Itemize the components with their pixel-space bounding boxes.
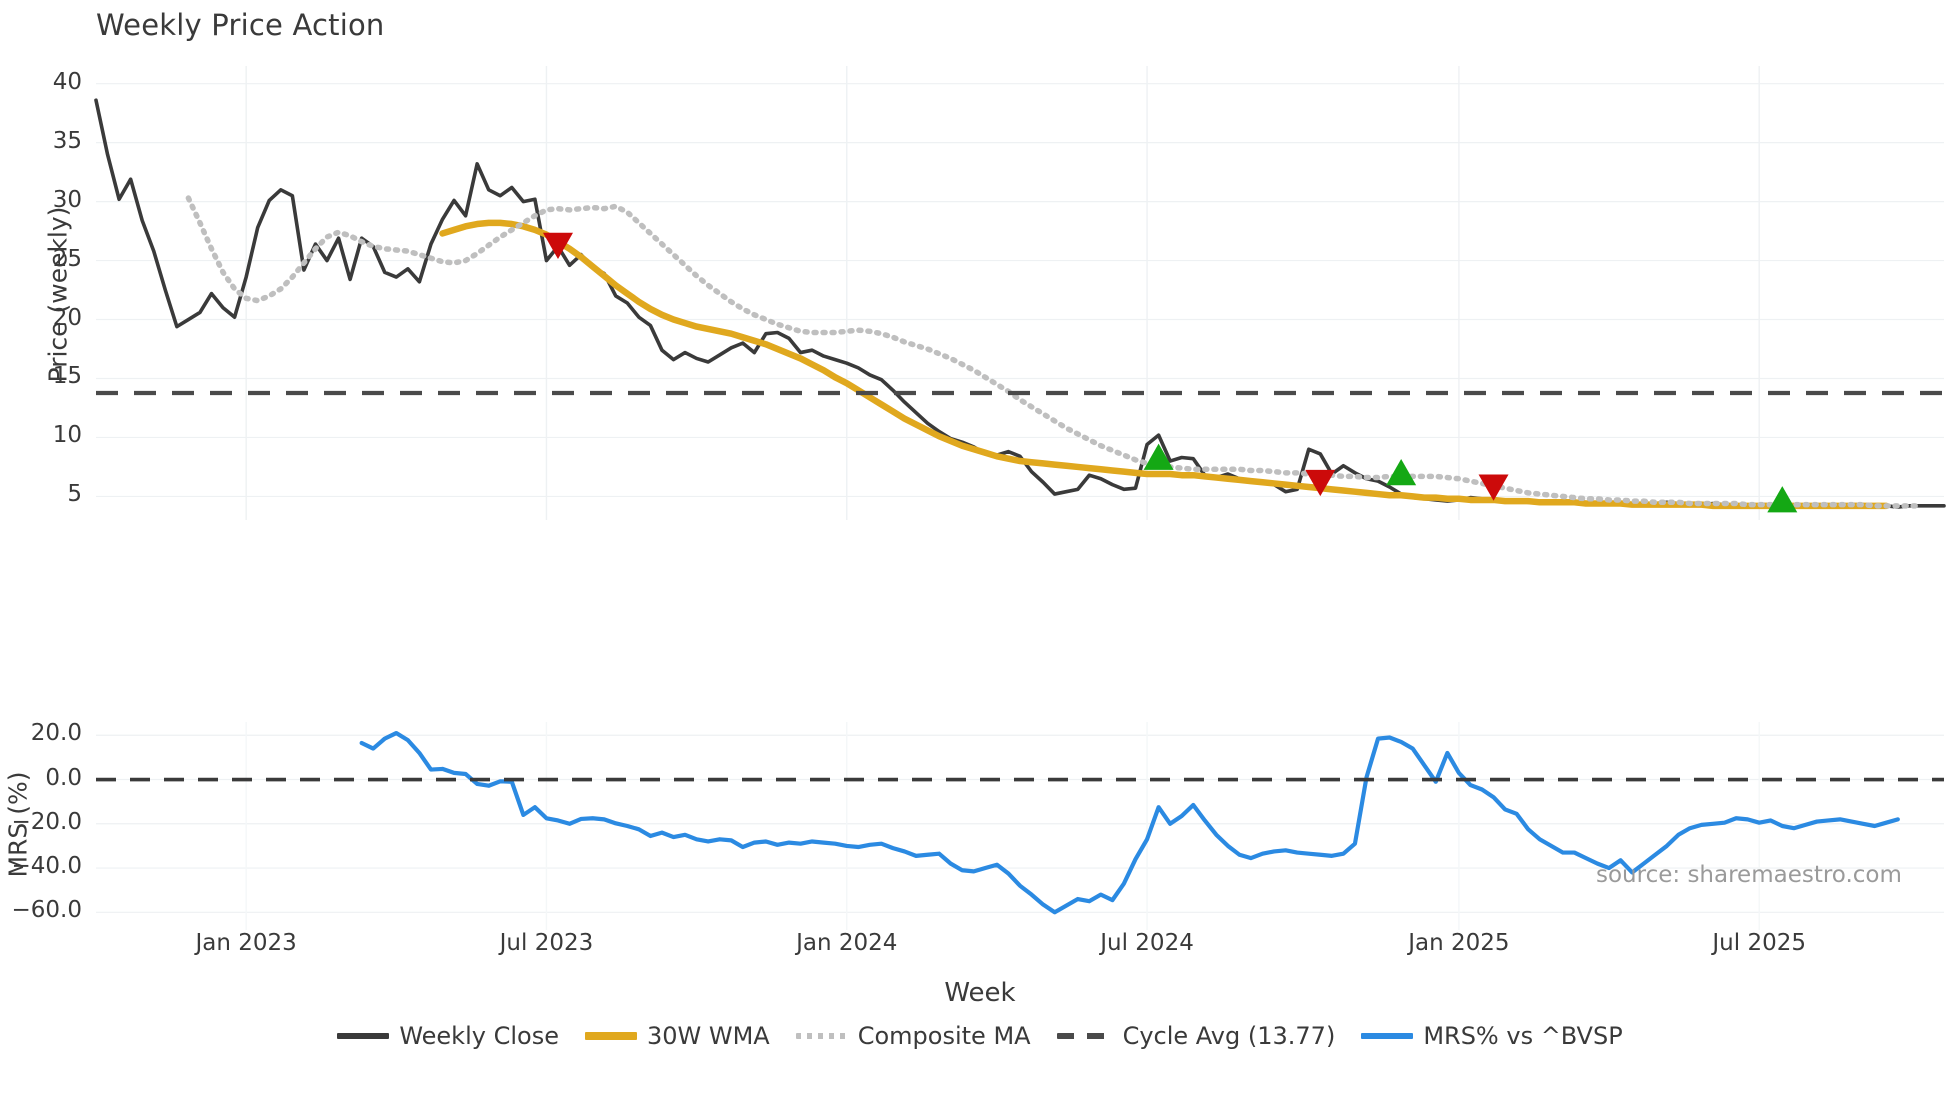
y-tick-label-mrs: 20.0 (30, 720, 82, 747)
x-tick-label: Jan 2023 (195, 930, 297, 956)
legend-label: 30W WMA (646, 1022, 770, 1050)
grid-layer (96, 66, 1944, 930)
y-tick-label-mrs: −40.0 (11, 853, 82, 880)
legend-label: MRS% vs ^BVSP (1423, 1022, 1623, 1050)
legend-item[interactable]: MRS% vs ^BVSP (1361, 1022, 1623, 1050)
legend-item[interactable]: Composite MA (795, 1022, 1031, 1050)
x-tick-label: Jul 2025 (1712, 930, 1806, 956)
legend-label: Composite MA (857, 1022, 1031, 1050)
y-tick-label-price: 10 (52, 422, 82, 449)
y-tick-label-price: 5 (67, 481, 82, 508)
legend-swatch (1361, 1033, 1414, 1039)
legend-swatch (337, 1033, 390, 1039)
buy-marker-triangle[interactable] (1143, 443, 1174, 470)
series-line-weekly_close (94, 98, 1946, 509)
series-line-mrs (359, 730, 1900, 915)
legend-item[interactable]: Cycle Avg (13.77) (1056, 1022, 1336, 1050)
chart-legend: Weekly Close 30W WMA Composite MA Cycle Avg… (0, 1022, 1960, 1050)
legend-label: Cycle Avg (13.77) (1122, 1022, 1336, 1050)
legend-item[interactable]: Weekly Close (337, 1022, 559, 1050)
x-tick-label: Jan 2025 (1408, 930, 1510, 956)
buy-marker-triangle[interactable] (1767, 486, 1798, 513)
x-tick-label: Jan 2024 (796, 930, 898, 956)
y-tick-label-price: 25 (52, 245, 82, 272)
y-tick-label-price: 35 (52, 127, 82, 154)
y-tick-label-mrs: −60.0 (11, 897, 82, 924)
marker-layer (543, 232, 1798, 513)
legend-swatch (795, 1033, 848, 1039)
series-layer (94, 98, 1946, 915)
y-tick-label-price: 15 (52, 363, 82, 390)
legend-label: Weekly Close (399, 1022, 559, 1050)
y-tick-label-price: 20 (52, 304, 82, 331)
x-axis-label: Week (944, 978, 1016, 1008)
x-tick-label: Jul 2024 (1100, 930, 1194, 956)
series-line-composite_ma (185, 195, 1924, 509)
y-tick-label-price: 40 (52, 68, 82, 95)
sell-marker-triangle[interactable] (1478, 474, 1509, 501)
page-title: Weekly Price Action (96, 8, 385, 42)
y-tick-label-mrs: −20.0 (11, 808, 82, 835)
y-tick-label-mrs: 0.0 (45, 764, 82, 791)
sell-marker-triangle[interactable] (543, 232, 573, 260)
y-tick-label-price: 30 (52, 186, 82, 213)
sell-marker-triangle[interactable] (1305, 469, 1336, 497)
buy-marker-triangle[interactable] (1386, 459, 1417, 486)
x-tick-label: Jul 2023 (499, 930, 594, 956)
legend-item[interactable]: 30W WMA (584, 1022, 770, 1050)
source-watermark: source: sharemaestro.com (1596, 862, 1902, 888)
legend-swatch (1056, 1033, 1113, 1039)
legend-swatch (584, 1032, 637, 1040)
series-line-wma_30w (439, 219, 1890, 510)
